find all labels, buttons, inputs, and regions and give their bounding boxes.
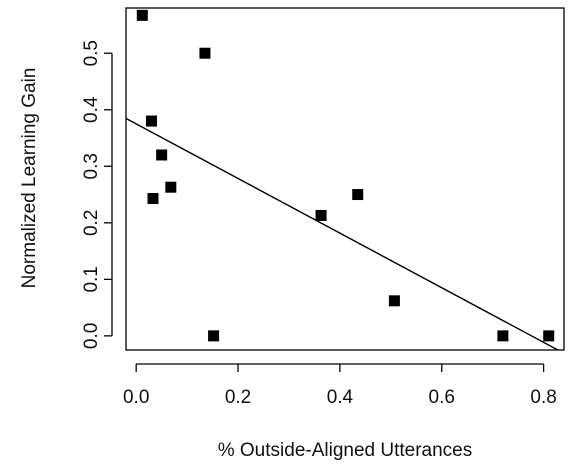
y-tick-label: 0.2 — [81, 210, 102, 236]
data-point — [497, 330, 509, 342]
x-tick-label: 0.4 — [327, 387, 354, 408]
data-points — [136, 9, 555, 342]
y-tick-label: 0.4 — [81, 96, 102, 123]
y-tick-label: 0.1 — [81, 266, 102, 292]
y-axis-title: Normalized Learning Gain — [19, 68, 40, 289]
regression-line — [126, 117, 560, 350]
data-point — [388, 295, 400, 307]
x-tick-label: 0.8 — [530, 387, 556, 408]
x-axis: 0.0 0.2 0.4 0.6 0.8 — [123, 363, 557, 408]
plot-frame — [125, 7, 565, 351]
y-tick-label: 0.3 — [81, 153, 102, 179]
data-point — [156, 149, 168, 161]
data-point — [147, 193, 159, 205]
x-tick-label: 0.2 — [225, 387, 251, 408]
y-tick-label: 0.5 — [81, 40, 102, 66]
data-point — [315, 209, 327, 221]
y-axis: 0.0 0.1 0.2 0.3 0.4 0.5 — [81, 40, 113, 349]
data-point — [543, 330, 555, 342]
data-point — [145, 115, 157, 127]
regression-line-group — [126, 117, 560, 350]
x-tick-label: 0.6 — [429, 387, 455, 408]
data-point — [208, 330, 220, 342]
data-point — [136, 9, 148, 21]
data-point — [165, 181, 177, 193]
plot-area — [125, 7, 565, 351]
y-tick-label: 0.0 — [81, 323, 102, 349]
data-point — [199, 47, 211, 59]
x-tick-label: 0.0 — [123, 387, 149, 408]
x-axis-title: % Outside-Aligned Utterances — [218, 440, 473, 461]
data-point — [352, 189, 364, 201]
